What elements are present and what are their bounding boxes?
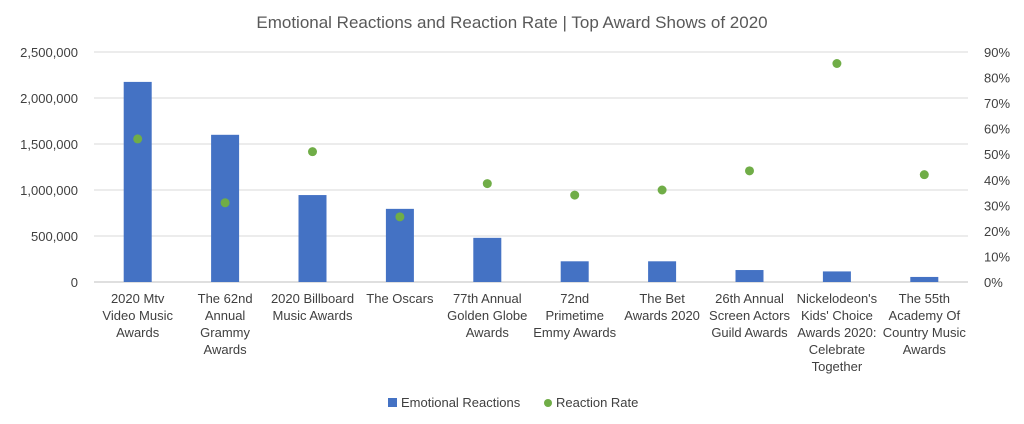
right-axis-tick-label: 60%	[984, 122, 1010, 137]
category-label: 26th Annual Screen Actors Guild Awards	[709, 291, 790, 340]
left-axis-tick-label: 1,000,000	[20, 183, 78, 198]
scatter-point	[220, 198, 230, 208]
bar	[123, 81, 152, 283]
bar	[822, 271, 851, 282]
right-axis-tick-label: 20%	[984, 224, 1010, 239]
category-label-line: Together	[812, 359, 863, 374]
category-label-line: Annual	[205, 308, 246, 323]
bar	[560, 261, 589, 282]
category-label-line: 2020 Billboard	[271, 291, 354, 306]
scatter-point	[832, 59, 842, 68]
legend-label-emotional-reactions: Emotional Reactions	[401, 395, 521, 410]
category-label-line: 2020 Mtv	[111, 291, 165, 306]
bar	[735, 270, 764, 282]
category-label-line: Screen Actors	[709, 308, 790, 323]
left-axis-tick-label: 1,500,000	[20, 137, 78, 152]
scatter-point	[308, 147, 317, 157]
category-label-line: Music Awards	[273, 308, 353, 323]
scatter-point	[745, 166, 754, 176]
category-label-line: Awards	[903, 342, 947, 357]
category-label-line: 72nd	[560, 291, 589, 306]
category-label-line: The 62nd	[198, 291, 253, 306]
category-label: The 55th Academy Of Country Music Awards	[883, 291, 967, 357]
category-label: Nickelodeon's Kids' Choice Awards 2020: Cel…	[797, 291, 878, 374]
category-label-line: Awards 2020	[624, 308, 700, 323]
legend-swatch-reaction-rate	[544, 399, 552, 407]
category-label-line: Primetime	[545, 308, 604, 323]
left-axis-tick-label: 2,000,000	[20, 91, 78, 106]
category-label: 77th Annual Golden Globe Awards	[447, 291, 527, 340]
category-label-line: Emmy Awards	[533, 325, 616, 340]
category-label: The Bet Awards 2020	[624, 291, 700, 323]
category-label: 2020 Billboard Music Awards	[271, 291, 354, 323]
category-label-line: Guild Awards	[711, 325, 788, 340]
left-axis-tick-label: 0	[71, 275, 78, 290]
category-label-line: Awards	[466, 325, 510, 340]
category-label: 72nd Primetime Emmy Awards	[533, 291, 616, 340]
gridlines	[94, 51, 968, 283]
bar	[648, 261, 677, 282]
category-label-line: The Bet	[639, 291, 685, 306]
category-label-line: The Oscars	[366, 291, 434, 306]
category-label: 2020 Mtv Video Music Awards	[102, 291, 173, 340]
bar-series	[123, 81, 939, 283]
scatter-series	[133, 59, 929, 222]
category-label-line: Nickelodeon's	[797, 291, 878, 306]
bar	[211, 134, 240, 282]
right-axis-tick-label: 0%	[984, 275, 1003, 290]
category-label: The 62nd Annual Grammy Awards	[198, 291, 253, 357]
category-label-line: Awards 2020:	[797, 325, 876, 340]
category-label-line: Country Music	[883, 325, 967, 340]
category-label-line: Video Music	[102, 308, 173, 323]
scatter-point	[133, 134, 143, 144]
left-axis-tick-label: 2,500,000	[20, 45, 78, 60]
bar	[298, 195, 327, 282]
scatter-point	[919, 170, 929, 180]
legend-label-reaction-rate: Reaction Rate	[556, 395, 638, 410]
category-label-line: Golden Globe	[447, 308, 527, 323]
legend: Emotional Reactions Reaction Rate	[388, 395, 638, 410]
scatter-point	[395, 212, 405, 222]
category-label-line: Kids' Choice	[801, 308, 873, 323]
right-axis-tick-label: 30%	[984, 198, 1010, 213]
scatter-point	[657, 185, 667, 195]
category-label-line: Celebrate	[809, 342, 865, 357]
bar	[473, 237, 502, 282]
category-label-line: Grammy	[200, 325, 250, 340]
right-axis-ticks: 0% 10% 20% 30% 40% 50% 60% 70% 80% 90%	[984, 45, 1010, 290]
category-label-line: 26th Annual	[715, 291, 784, 306]
chart-title: Emotional Reactions and Reaction Rate | …	[256, 13, 767, 32]
category-labels: 2020 Mtv Video Music Awards The 62nd Annual G…	[102, 291, 966, 374]
left-axis-tick-label: 500,000	[31, 229, 78, 244]
right-axis-tick-label: 40%	[984, 173, 1010, 188]
right-axis-tick-label: 80%	[984, 71, 1010, 86]
right-axis-tick-label: 70%	[984, 96, 1010, 111]
category-label-line: Academy Of	[889, 308, 961, 323]
right-axis-tick-label: 90%	[984, 45, 1010, 60]
legend-swatch-emotional-reactions	[388, 398, 397, 407]
category-label-line: Awards	[116, 325, 160, 340]
right-axis-tick-label: 10%	[984, 249, 1010, 264]
category-label-line: Awards	[204, 342, 248, 357]
category-label: The Oscars	[366, 291, 434, 306]
category-label-line: 77th Annual	[453, 291, 522, 306]
scatter-point	[570, 190, 580, 200]
scatter-point	[482, 179, 492, 189]
right-axis-tick-label: 50%	[984, 147, 1010, 162]
bar	[910, 276, 939, 282]
left-axis-ticks: 0 500,000 1,000,000 1,500,000 2,000,000 2,500…	[20, 45, 78, 290]
category-label-line: The 55th	[899, 291, 950, 306]
